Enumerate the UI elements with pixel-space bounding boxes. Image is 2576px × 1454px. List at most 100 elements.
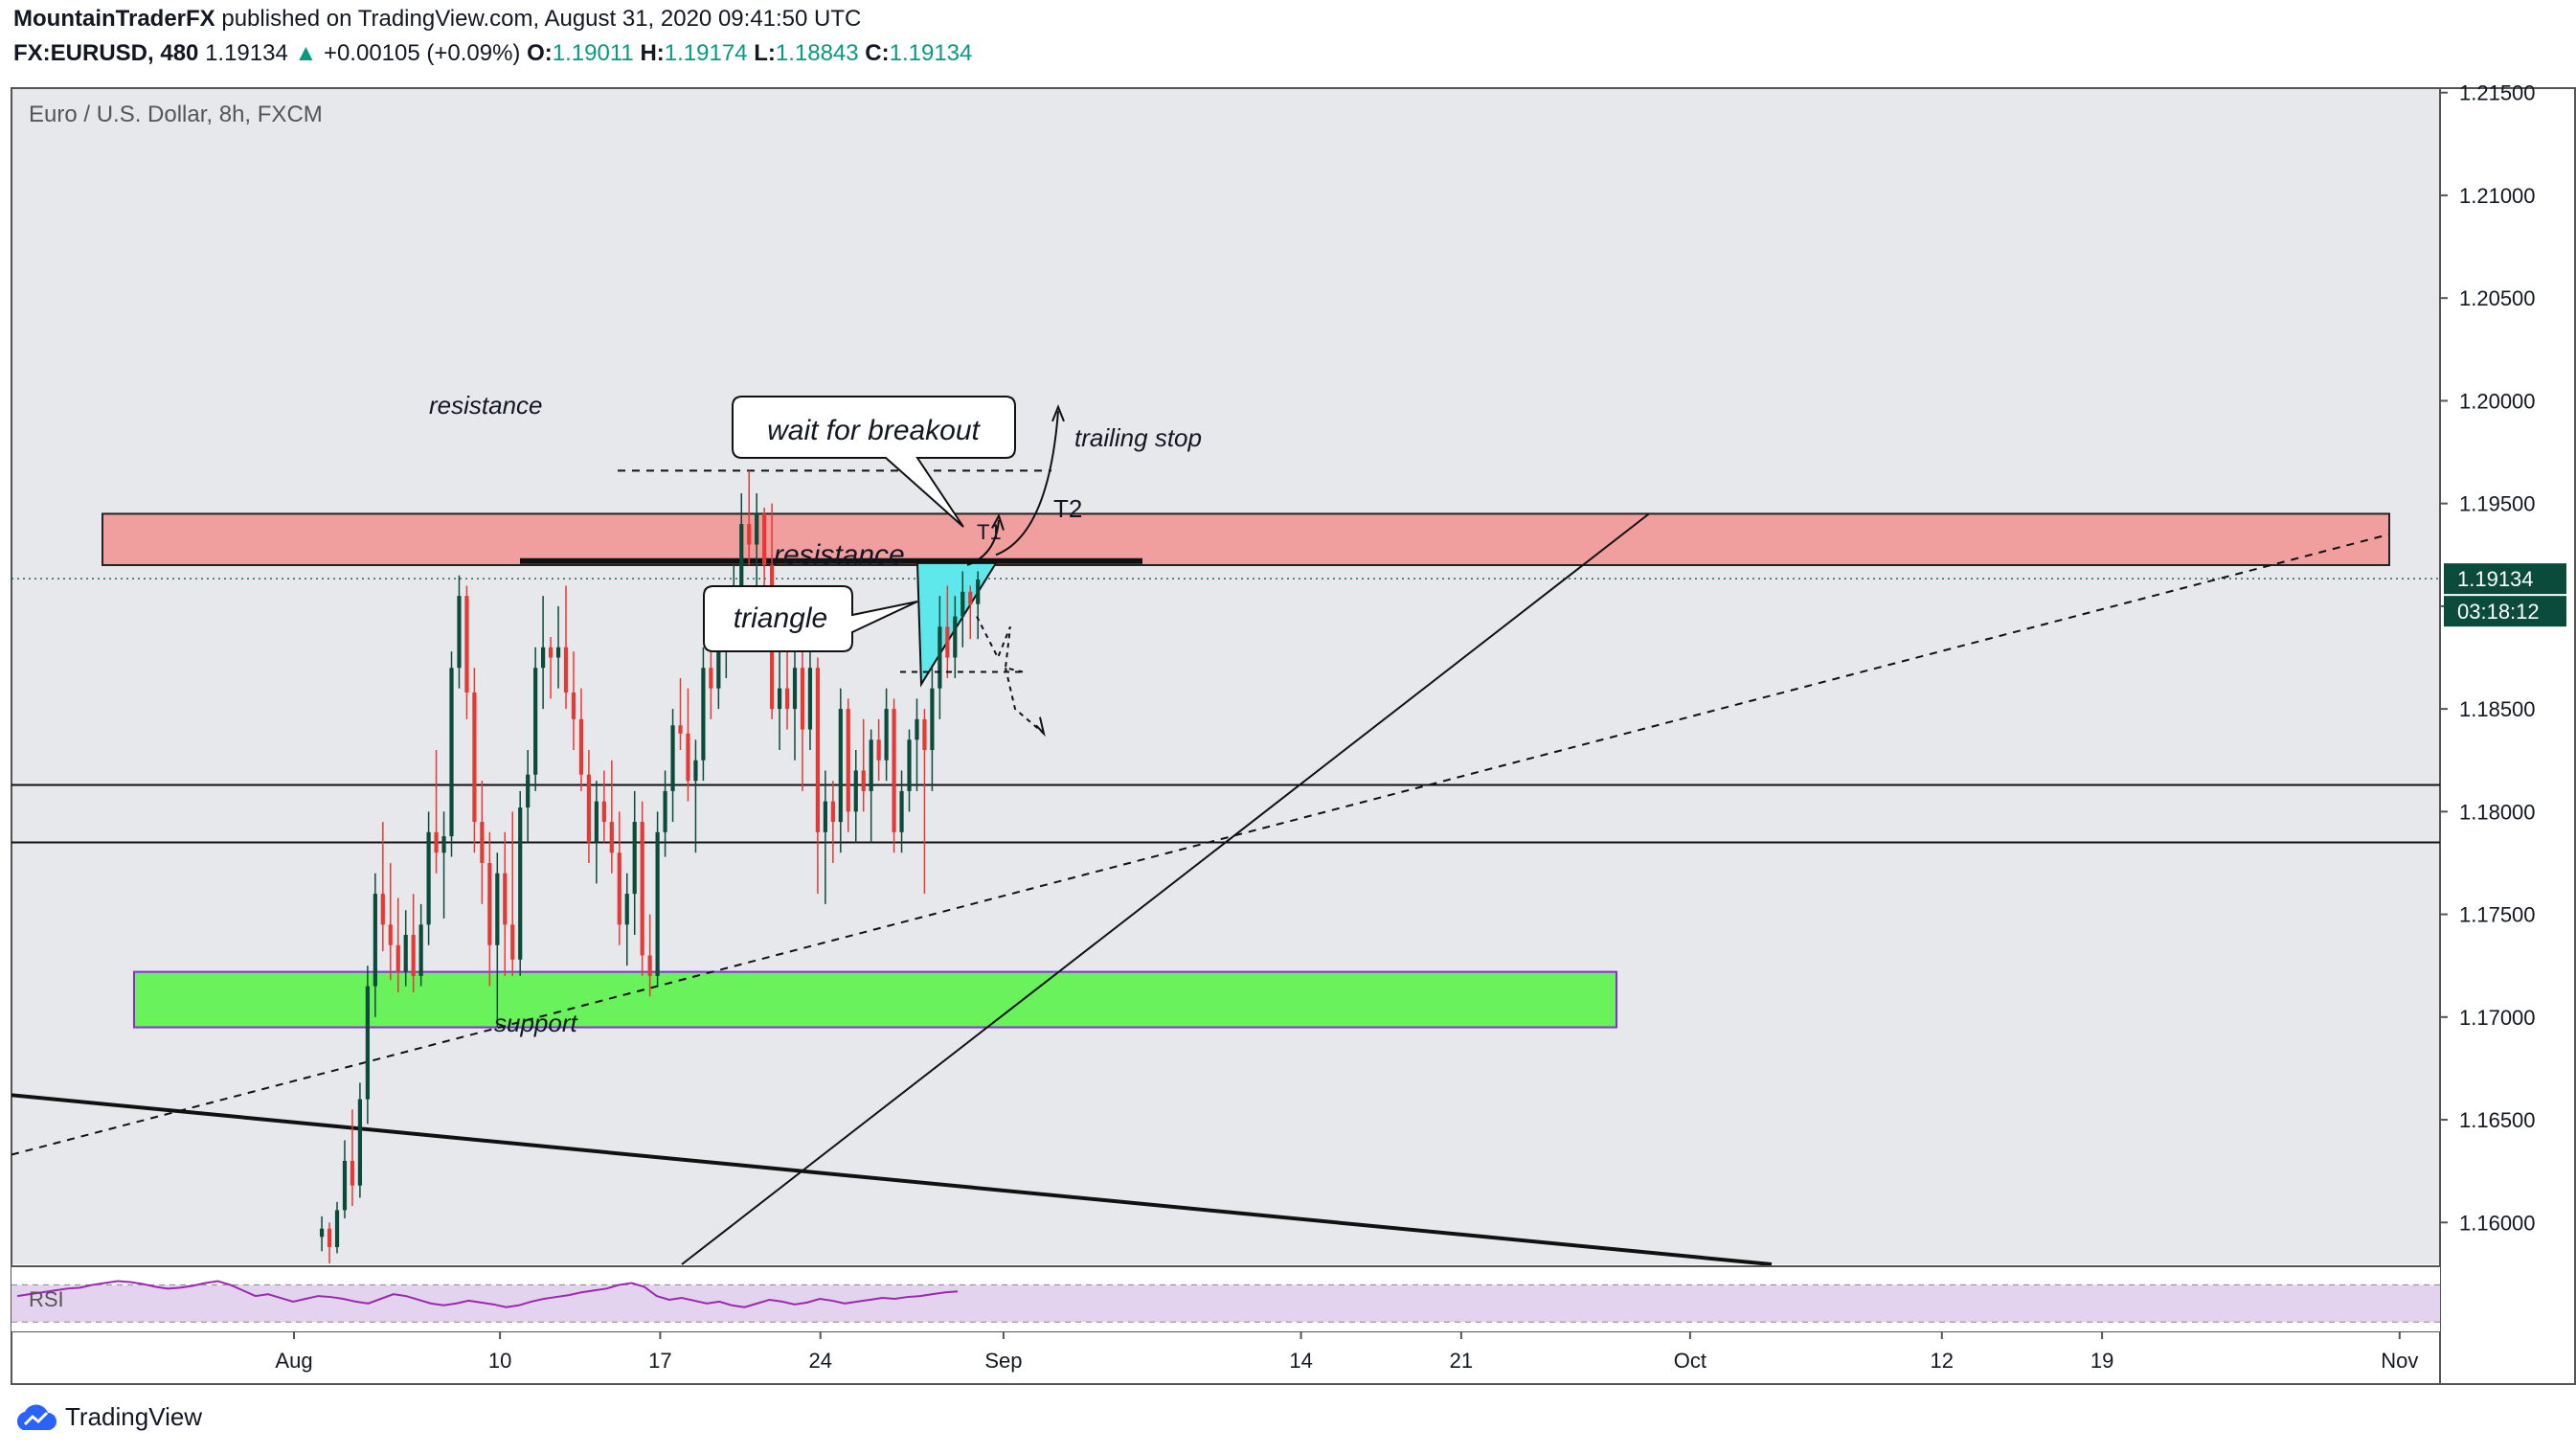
candle bbox=[395, 897, 400, 993]
candle bbox=[884, 688, 889, 782]
candle bbox=[907, 729, 912, 812]
candle-body bbox=[373, 894, 377, 987]
y-tick-label: 1.18000 bbox=[2459, 800, 2536, 824]
candle-body bbox=[960, 591, 965, 617]
candle-body bbox=[441, 836, 446, 853]
candle-body bbox=[686, 733, 690, 782]
tradingview-brand: TradingView bbox=[65, 1402, 203, 1431]
candle-body bbox=[480, 822, 485, 863]
countdown-label: 03:18:12 bbox=[2457, 600, 2540, 624]
candle-body bbox=[853, 770, 858, 812]
candle-body bbox=[503, 873, 508, 925]
candle-body bbox=[350, 1160, 355, 1186]
high-value: 1.19174 bbox=[664, 40, 748, 66]
chart-border bbox=[11, 87, 2576, 1385]
candle bbox=[555, 605, 561, 689]
resistance-zone bbox=[102, 512, 2390, 566]
candle-body bbox=[495, 873, 500, 945]
candle bbox=[388, 862, 393, 981]
candle bbox=[380, 822, 385, 952]
price-label: 1.19134 bbox=[2457, 567, 2534, 591]
candle-body bbox=[380, 894, 385, 925]
candle bbox=[586, 750, 592, 863]
candle bbox=[701, 647, 706, 782]
candle bbox=[495, 852, 500, 1028]
candle bbox=[655, 811, 660, 987]
x-tick-label: Oct bbox=[1674, 1349, 1706, 1373]
candle bbox=[747, 470, 752, 565]
candle-body bbox=[426, 831, 431, 925]
candle bbox=[518, 790, 523, 976]
arrowhead-icon bbox=[1051, 404, 1065, 422]
candle bbox=[915, 698, 919, 791]
x-tick-label: Sep bbox=[984, 1349, 1022, 1373]
candle-body bbox=[434, 831, 439, 853]
resistance-zone-label: resistance bbox=[774, 539, 905, 571]
y-tick-label: 1.16000 bbox=[2459, 1211, 2536, 1235]
candle bbox=[609, 760, 614, 874]
candle bbox=[823, 770, 827, 904]
tradingview-cloud-icon bbox=[16, 1403, 57, 1430]
candle bbox=[693, 739, 698, 853]
projection-path bbox=[1005, 667, 1045, 735]
candle-body bbox=[365, 986, 370, 1100]
candle bbox=[434, 750, 439, 874]
candle-body bbox=[640, 822, 644, 956]
candle bbox=[846, 698, 850, 832]
rsi-label: RSI bbox=[29, 1287, 64, 1311]
candle-body bbox=[541, 647, 546, 669]
candle bbox=[327, 1222, 332, 1264]
candle bbox=[632, 790, 637, 936]
candle-body bbox=[922, 718, 927, 751]
candle-body bbox=[319, 1228, 325, 1238]
candle bbox=[647, 914, 652, 997]
tradingview-logo[interactable]: TradingView bbox=[13, 1402, 202, 1432]
open-value: 1.19011 bbox=[552, 40, 634, 66]
candle-body bbox=[624, 894, 629, 925]
y-tick-label: 1.16500 bbox=[2459, 1108, 2536, 1132]
candle bbox=[938, 596, 942, 719]
candle-body bbox=[762, 513, 767, 565]
y-tick-label: 1.17000 bbox=[2459, 1006, 2536, 1030]
y-tick-label: 1.18500 bbox=[2459, 697, 2536, 721]
candle-body bbox=[861, 770, 866, 791]
open-label: O: bbox=[527, 40, 553, 66]
candle bbox=[784, 637, 790, 730]
candle bbox=[815, 657, 821, 895]
candle bbox=[319, 1215, 325, 1252]
trailing-stop-arrow bbox=[995, 411, 1059, 557]
candle-body bbox=[716, 647, 721, 689]
candle-body bbox=[411, 935, 416, 976]
candle bbox=[510, 811, 515, 976]
candle-body bbox=[449, 668, 454, 837]
candle-body bbox=[388, 924, 393, 945]
candle-body bbox=[709, 668, 713, 689]
candle bbox=[487, 831, 492, 987]
candle bbox=[426, 811, 431, 945]
candle-body bbox=[968, 591, 973, 604]
candle-body bbox=[548, 647, 554, 658]
publish-text: published on TradingView.com, August 31,… bbox=[221, 6, 862, 32]
symbol[interactable]: FX:EURUSD, 480 bbox=[13, 40, 199, 66]
author-name[interactable]: MountainTraderFX bbox=[13, 6, 215, 32]
arrowhead-icon bbox=[1035, 716, 1046, 738]
breakout-arrow bbox=[966, 519, 1000, 566]
candle bbox=[449, 651, 454, 857]
candle bbox=[686, 688, 690, 802]
up-arrow-icon: ▲ bbox=[294, 40, 318, 66]
chart-title: Euro / U.S. Dollar, 8h, FXCM bbox=[29, 102, 323, 127]
candle-body bbox=[892, 709, 896, 832]
high-label: H: bbox=[640, 40, 665, 66]
dashed-trendline bbox=[11, 533, 2390, 1156]
candle-body bbox=[334, 1210, 340, 1248]
candle-body bbox=[800, 668, 805, 730]
candle bbox=[578, 688, 584, 791]
wait-breakout-callout bbox=[732, 396, 1016, 528]
candle-body bbox=[632, 822, 637, 895]
y-tick-label: 1.19500 bbox=[2459, 492, 2536, 516]
candle bbox=[953, 596, 958, 678]
candle bbox=[563, 585, 569, 710]
x-tick-label: 21 bbox=[1450, 1349, 1473, 1373]
candle bbox=[861, 718, 866, 812]
